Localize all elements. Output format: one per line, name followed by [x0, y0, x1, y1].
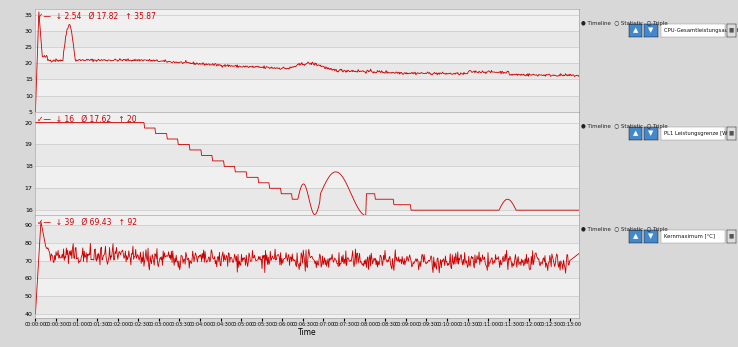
Text: ▼: ▼: [648, 130, 654, 136]
Text: ▲: ▲: [632, 130, 638, 136]
Bar: [35, 278, 579, 296]
Text: ● Timeline  ○ Statistic  ○ Triple: ● Timeline ○ Statistic ○ Triple: [581, 21, 668, 26]
Text: CPU-Gesamtleistungsaufnahme [W]: CPU-Gesamtleistungsaufnahme [W]: [663, 28, 738, 33]
X-axis label: Time: Time: [298, 328, 317, 337]
Text: ▲: ▲: [632, 27, 638, 33]
Text: ■: ■: [728, 28, 734, 33]
Bar: [35, 64, 579, 79]
Text: ● Timeline  ○ Statistic  ○ Triple: ● Timeline ○ Statistic ○ Triple: [581, 227, 668, 232]
Bar: [35, 144, 579, 166]
Bar: [35, 225, 579, 243]
Text: ■: ■: [728, 131, 734, 136]
Text: ✓—  ↓ 16   Ø 17.62   ↑ 20: ✓— ↓ 16 Ø 17.62 ↑ 20: [36, 115, 136, 124]
Text: ▼: ▼: [648, 233, 654, 239]
Bar: [35, 188, 579, 210]
Text: ▼: ▼: [648, 27, 654, 33]
Text: ✓—  ↓ 39   Ø 69.43   ↑ 92: ✓— ↓ 39 Ø 69.43 ↑ 92: [36, 218, 137, 227]
Text: Kernmaximum [°C]: Kernmaximum [°C]: [663, 234, 715, 239]
Text: ● Timeline  ○ Statistic  ○ Triple: ● Timeline ○ Statistic ○ Triple: [581, 124, 668, 129]
Text: ▲: ▲: [632, 233, 638, 239]
Bar: [35, 243, 579, 261]
Bar: [35, 122, 579, 144]
Bar: [35, 261, 579, 278]
Text: ✓—  ↓ 2.54   Ø 17.82   ↑ 35.87: ✓— ↓ 2.54 Ø 17.82 ↑ 35.87: [36, 12, 156, 21]
Text: PL1 Leistungsgrenze [W]: PL1 Leistungsgrenze [W]: [663, 131, 729, 136]
Text: ■: ■: [728, 234, 734, 239]
Bar: [35, 47, 579, 64]
Bar: [35, 31, 579, 47]
Bar: [35, 296, 579, 314]
Bar: [35, 95, 579, 112]
Bar: [35, 79, 579, 95]
Bar: [35, 166, 579, 188]
Bar: [35, 15, 579, 31]
